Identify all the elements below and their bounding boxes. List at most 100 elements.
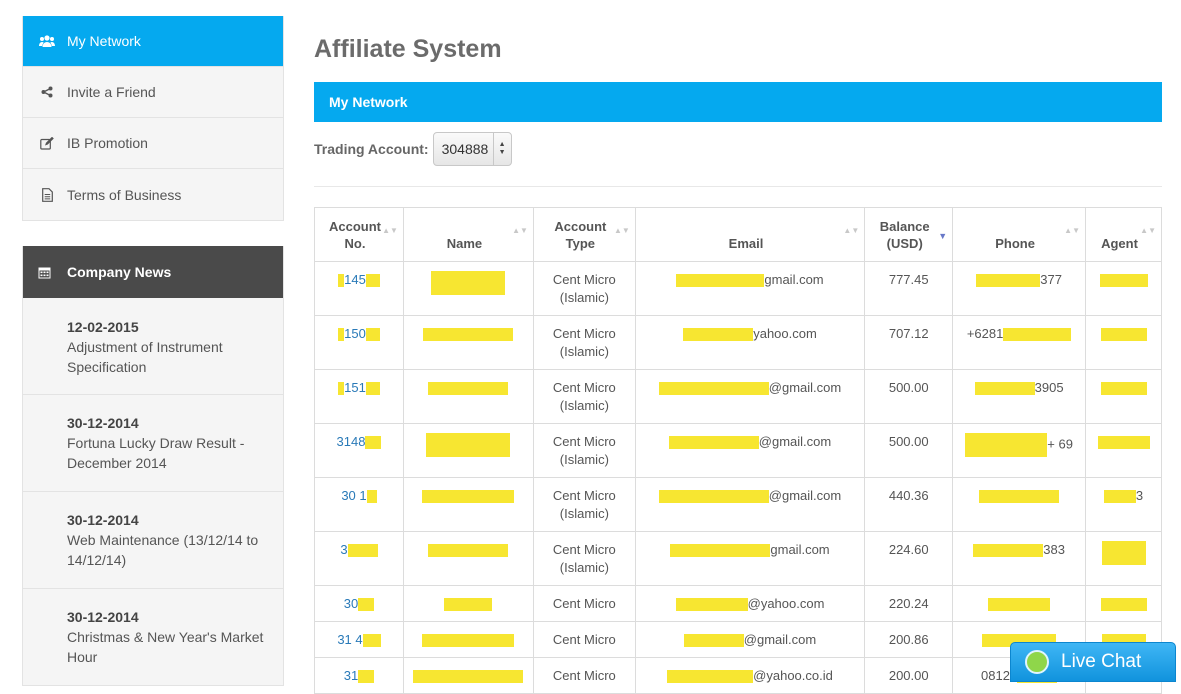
account-type-cell: Cent Micro (Islamic) [532,369,636,424]
agent-cell [1085,585,1162,622]
account-type-cell: Cent Micro (Islamic) [532,531,636,586]
chat-bubble-icon [1025,650,1049,674]
sort-icon: ▲▼ [382,226,398,235]
agent-cell [1085,531,1162,586]
balance-cell: 777.45 [864,261,954,316]
account-cell[interactable]: 150 [314,315,404,370]
sidebar-item-ib-promotion[interactable]: IB Promotion [23,118,283,169]
news-title[interactable]: Fortuna Lucky Draw Result - December 201… [67,435,245,471]
table-row: 30 1 Cent Micro (Islamic) @gmail.com 440… [314,477,1162,532]
document-icon [38,187,56,202]
account-cell[interactable]: 30 [314,585,404,622]
page-title: Affiliate System [314,35,502,63]
phone-cell: + 69 [952,423,1086,478]
account-type-cell: Cent Micro (Islamic) [532,315,636,370]
sidebar-item-label: Terms of Business [67,186,182,203]
live-chat-button[interactable]: Live Chat [1010,642,1176,682]
account-type-cell: Cent Micro (Islamic) [532,477,636,532]
news-item[interactable]: 30-12-2014 Web Maintenance (13/12/14 to … [23,492,283,589]
table-row: 3 Cent Micro (Islamic) gmail.com 224.60 … [314,531,1162,586]
sidebar-item-my-network[interactable]: My Network [23,16,283,67]
account-cell[interactable]: 31 4 [314,621,404,658]
balance-cell: 440.36 [864,477,954,532]
network-table: Account No. ▲▼ Name ▲▼ Account Type ▲▼ Emai… [314,207,1162,694]
trading-account-select[interactable]: 304888 ▲ ▼ [432,132,512,166]
news-title[interactable]: Web Maintenance (13/12/14 to 14/12/14) [67,532,259,568]
column-header-agent[interactable]: Agent ▲▼ [1085,207,1162,262]
company-news-header: Company News [23,246,283,298]
name-cell [402,369,534,424]
trading-account-label: Trading Account: [314,141,429,157]
phone-cell [952,477,1086,532]
sort-desc-icon: ▼ [938,231,948,241]
live-chat-label: Live Chat [1061,651,1142,672]
phone-cell: +6281 [952,315,1086,370]
balance-cell: 200.86 [864,621,954,658]
sidebar-item-terms-of-business[interactable]: Terms of Business [23,169,283,220]
account-type-cell: Cent Micro [532,621,636,658]
column-header-email[interactable]: Email ▲▼ [634,207,866,262]
select-arrows-icon: ▲ ▼ [492,133,511,165]
name-cell [402,315,534,370]
email-cell: @yahoo.co.id [634,657,866,694]
sort-icon: ▲▼ [512,226,528,235]
account-type-cell: Cent Micro [532,585,636,622]
news-date: 30-12-2014 [67,415,139,431]
email-cell: @gmail.com [634,621,866,658]
news-title[interactable]: Adjustment of Instrument Specification [67,339,223,375]
company-news-title: Company News [67,264,172,280]
email-cell: gmail.com [634,261,866,316]
divider [314,186,1162,187]
balance-cell: 500.00 [864,423,954,478]
account-type-cell: Cent Micro (Islamic) [532,423,636,478]
email-cell: gmail.com [634,531,866,586]
company-news-panel: Company News 12-02-2015 Adjustment of In… [22,246,284,686]
sidebar-item-label: My Network [67,33,141,49]
column-header-account-type[interactable]: Account Type ▲▼ [532,207,636,262]
column-header-balance[interactable]: Balance (USD) ▼ [864,207,954,262]
news-title[interactable]: Christmas & New Year's Market Hour [67,629,264,665]
news-item[interactable]: 30-12-2014 Fortuna Lucky Draw Result - D… [23,395,283,492]
account-cell[interactable]: 151 [314,369,404,424]
agent-cell [1085,369,1162,424]
sidebar-item-label: Invite a Friend [67,84,156,100]
balance-cell: 200.00 [864,657,954,694]
account-type-cell: Cent Micro [532,657,636,694]
name-cell [402,423,534,478]
phone-cell [952,585,1086,622]
account-cell[interactable]: 145 [314,261,404,316]
email-cell: @gmail.com [634,423,866,478]
name-cell [402,477,534,532]
email-cell: @yahoo.com [634,585,866,622]
balance-cell: 224.60 [864,531,954,586]
account-cell[interactable]: 31 [314,657,404,694]
sidebar-nav: My Network Invite a Friend IB Promotion … [22,16,284,221]
email-cell: yahoo.com [634,315,866,370]
users-icon [38,35,56,47]
account-cell[interactable]: 3148 [314,423,404,478]
sidebar-item-invite-a-friend[interactable]: Invite a Friend [23,67,283,118]
account-cell[interactable]: 3 [314,531,404,586]
column-header-name[interactable]: Name ▲▼ [402,207,534,262]
email-cell: @gmail.com [634,369,866,424]
sidebar: My Network Invite a Friend IB Promotion … [22,16,284,686]
balance-cell: 707.12 [864,315,954,370]
column-header-account-no[interactable]: Account No. ▲▼ [314,207,404,262]
panel-header: My Network [314,82,1162,122]
table-row: 150 Cent Micro (Islamic) yahoo.com 707.1… [314,315,1162,370]
news-item[interactable]: 30-12-2014 Christmas & New Year's Market… [23,589,283,685]
name-cell [402,621,534,658]
sort-icon: ▲▼ [843,226,860,235]
sort-icon: ▲▼ [1140,226,1156,235]
account-cell[interactable]: 30 1 [314,477,404,532]
account-type-cell: Cent Micro (Islamic) [532,261,636,316]
balance-cell: 500.00 [864,369,954,424]
news-date: 30-12-2014 [67,512,139,528]
sort-icon: ▲▼ [613,226,630,235]
news-date: 30-12-2014 [67,609,139,625]
name-cell [402,261,534,316]
sort-icon: ▲▼ [1064,226,1080,235]
column-header-phone[interactable]: Phone ▲▼ [952,207,1086,262]
news-item[interactable]: 12-02-2015 Adjustment of Instrument Spec… [23,298,283,395]
table-row: 145 Cent Micro (Islamic) gmail.com 777.4… [314,261,1162,316]
